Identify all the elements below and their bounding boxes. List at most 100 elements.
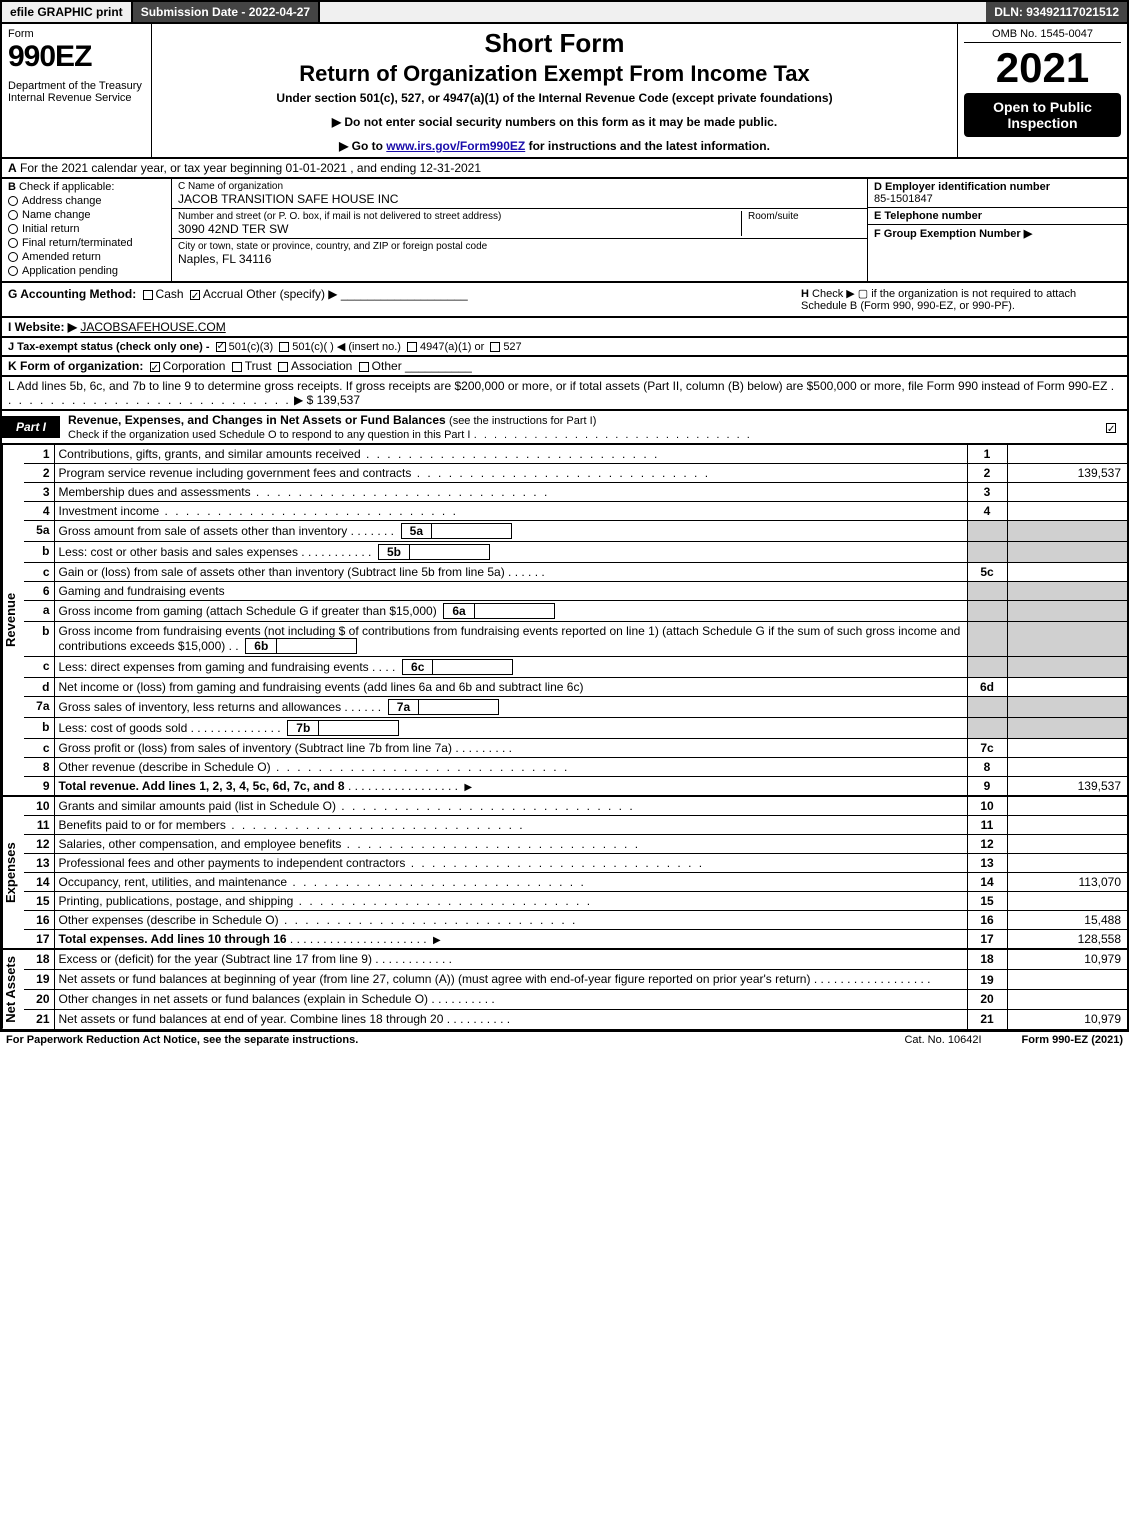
other-label: Other (specify) ▶ [246, 287, 337, 301]
desc: Gross profit or (loss) from sales of inv… [59, 741, 452, 755]
chk-label: Final return/terminated [22, 237, 133, 249]
submission-date: Submission Date - 2022-04-27 [133, 2, 320, 22]
checkbox-icon [1106, 423, 1116, 433]
page-footer: For Paperwork Reduction Act Notice, see … [0, 1031, 1129, 1048]
val [1007, 502, 1127, 521]
k-label: K Form of organization: [8, 359, 143, 373]
chk-initial-return[interactable]: Initial return [8, 223, 165, 235]
desc: Net assets or fund balances at end of ye… [59, 1012, 444, 1026]
cash-label: Cash [156, 287, 184, 301]
col-d: D Employer identification number 85-1501… [867, 179, 1127, 281]
val: 139,537 [1007, 464, 1127, 483]
h-label: H [801, 288, 809, 300]
dots [336, 799, 635, 813]
chk-label: Name change [22, 209, 91, 221]
short-form-label: Short Form [160, 28, 949, 59]
col-b: B Check if applicable: Address change Na… [2, 179, 172, 281]
mid-box-label: 5b [378, 544, 410, 560]
line-7a: 7aGross sales of inventory, less returns… [24, 697, 1127, 718]
chk-527[interactable] [490, 342, 500, 352]
checkbox-icon [8, 224, 18, 234]
mid-box-val [433, 659, 513, 675]
row-g: G Accounting Method: Cash Accrual Other … [0, 283, 1129, 318]
part-i-check[interactable] [1103, 420, 1127, 434]
top-bar: efile GRAPHIC print Submission Date - 20… [0, 0, 1129, 24]
chk-501c3[interactable] [216, 342, 226, 352]
line-12: 12Salaries, other compensation, and empl… [24, 835, 1127, 854]
desc: Investment income [59, 504, 160, 518]
desc: Membership dues and assessments [59, 485, 251, 499]
j-opt3: 4947(a)(1) or [420, 341, 484, 353]
val [1007, 816, 1127, 835]
addr-label: Number and street (or P. O. box, if mail… [178, 211, 741, 222]
chk-name-change[interactable]: Name change [8, 209, 165, 221]
group-row: F Group Exemption Number ▶ [868, 225, 1127, 281]
chk-final-return[interactable]: Final return/terminated [8, 237, 165, 249]
j-opt2: 501(c)( ) ◀ (insert no.) [292, 341, 401, 353]
chk-cash[interactable] [143, 290, 153, 300]
footer-right: Form 990-EZ (2021) [1022, 1034, 1123, 1046]
val [1007, 969, 1127, 989]
form-header: Form 990EZ Department of the Treasury In… [0, 24, 1129, 159]
chk-corp[interactable] [150, 362, 160, 372]
row-k: K Form of organization: Corporation Trus… [0, 357, 1129, 377]
val: 113,070 [1007, 873, 1127, 892]
addr: 3090 42ND TER SW [178, 222, 741, 236]
desc: Total expenses. Add lines 10 through 16 [59, 932, 287, 946]
checkbox-icon [8, 266, 18, 276]
mid-box-label: 6c [402, 659, 433, 675]
chk-application-pending[interactable]: Application pending [8, 265, 165, 277]
val [1007, 678, 1127, 697]
k-opt1: Trust [245, 359, 272, 373]
website[interactable]: JACOBSAFEHOUSE.COM [80, 320, 225, 334]
chk-address-change[interactable]: Address change [8, 195, 165, 207]
dots [159, 504, 458, 518]
chk-4947[interactable] [407, 342, 417, 352]
line-5b: bLess: cost or other basis and sales exp… [24, 542, 1127, 563]
netassets-side-label: Net Assets [2, 950, 24, 1029]
val: 139,537 [1007, 777, 1127, 796]
l-text: L Add lines 5b, 6c, and 7b to line 9 to … [8, 379, 1107, 393]
l-amt: ▶ $ 139,537 [294, 393, 360, 407]
arrow-icon [430, 932, 444, 946]
omb-number: OMB No. 1545-0047 [964, 28, 1121, 43]
row-a: A For the 2021 calendar year, or tax yea… [0, 159, 1129, 179]
desc: Gross income from fundraising events (no… [59, 624, 961, 653]
row-j: J Tax-exempt status (check only one) - 5… [0, 338, 1129, 357]
line-3: 3Membership dues and assessments3 [24, 483, 1127, 502]
chk-501c[interactable] [279, 342, 289, 352]
desc: Less: direct expenses from gaming and fu… [59, 660, 369, 674]
line-8: 8Other revenue (describe in Schedule O)8 [24, 758, 1127, 777]
desc: Gain or (loss) from sale of assets other… [59, 565, 505, 579]
tax-year: 2021 [964, 47, 1121, 89]
line-15: 15Printing, publications, postage, and s… [24, 892, 1127, 911]
desc: Professional fees and other payments to … [59, 856, 406, 870]
chk-assoc[interactable] [278, 362, 288, 372]
irs-link[interactable]: www.irs.gov/Form990EZ [386, 139, 525, 153]
j-opt4: 527 [503, 341, 521, 353]
revenue-side-label: Revenue [2, 445, 24, 795]
line-2: 2Program service revenue including gover… [24, 464, 1127, 483]
chk-trust[interactable] [232, 362, 242, 372]
row-h: H Check ▶ ▢ if the organization is not r… [801, 287, 1121, 312]
desc: Gaming and fundraising events [59, 584, 225, 598]
chk-accrual[interactable] [190, 290, 200, 300]
desc: Total revenue. Add lines 1, 2, 3, 4, 5c,… [59, 779, 345, 793]
val [1007, 797, 1127, 816]
header-left: Form 990EZ Department of the Treasury In… [2, 24, 152, 157]
chk-amended-return[interactable]: Amended return [8, 251, 165, 263]
chk-label: Application pending [22, 265, 118, 277]
chk-other[interactable] [359, 362, 369, 372]
efile-print[interactable]: efile GRAPHIC print [2, 2, 133, 22]
part-i-note: Check if the organization used Schedule … [68, 429, 470, 441]
val [1007, 483, 1127, 502]
val [1007, 758, 1127, 777]
footer-center: Cat. No. 10642I [864, 1034, 1021, 1046]
ein: 85-1501847 [874, 193, 933, 205]
row-l: L Add lines 5b, 6c, and 7b to line 9 to … [0, 377, 1129, 411]
line-7c: cGross profit or (loss) from sales of in… [24, 739, 1127, 758]
g-label: G Accounting Method: [8, 287, 136, 301]
form-subtitle: Under section 501(c), 527, or 4947(a)(1)… [160, 91, 949, 105]
line-16: 16Other expenses (describe in Schedule O… [24, 911, 1127, 930]
part-i-sub: (see the instructions for Part I) [449, 415, 596, 427]
